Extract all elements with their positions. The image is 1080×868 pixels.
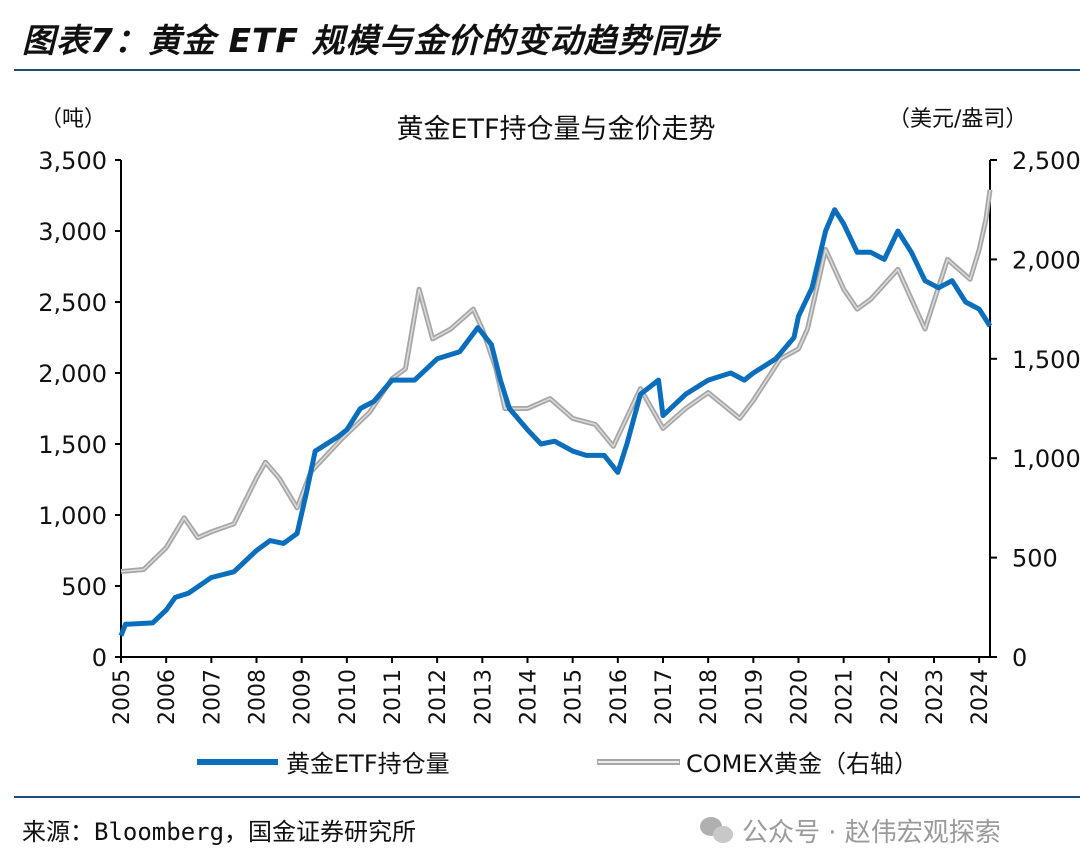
watermark: 公众号 · 赵伟宏观探索 [700, 812, 1001, 849]
y-left-tick-label: 2,500 [38, 289, 107, 317]
x-tick-label: 2006 [155, 669, 180, 725]
legend-label-gold: COMEX黄金（右轴） [686, 750, 918, 778]
y-left-tick-label: 1,000 [38, 502, 107, 530]
gold-price-line [120, 189, 993, 574]
y-right-unit: （美元/盎司） [888, 107, 1027, 132]
legend-label-etf: 黄金ETF持仓量 [286, 750, 450, 778]
chart-title: 黄金ETF持仓量与金价走势 [396, 114, 715, 145]
gold-price-line-inner [120, 189, 991, 573]
watermark-text: 公众号 · 赵伟宏观探索 [742, 818, 1001, 848]
x-tick-label: 2011 [381, 669, 406, 725]
y-right-tick-label: 1,500 [1012, 346, 1080, 374]
x-tick-label: 2018 [697, 669, 722, 725]
x-tick-label: 2024 [968, 669, 993, 725]
etf-holdings-line [118, 207, 993, 637]
x-tick-label: 2022 [878, 669, 903, 725]
x-tick-label: 2023 [923, 669, 948, 725]
y-right-tick-label: 2,000 [1012, 246, 1080, 274]
y-left-tick-label: 1,500 [38, 431, 107, 459]
y-left-tick-label: 0 [92, 644, 107, 672]
y-right-tick-label: 2,500 [1012, 147, 1080, 175]
y-right-tick-label: 0 [1012, 644, 1027, 672]
wechat-icon [700, 816, 734, 845]
x-tick-label: 2013 [471, 669, 496, 725]
x-tick-label: 2010 [336, 669, 361, 725]
footer-divider [14, 796, 1080, 798]
y-left-tick-label: 3,000 [38, 218, 107, 246]
legend: 黄金ETF持仓量 COMEX黄金（右轴） [197, 750, 918, 778]
y-right-tick-label: 1,000 [1012, 445, 1080, 473]
x-tick-label: 2015 [562, 669, 587, 725]
x-tick-label: 2021 [833, 669, 858, 725]
y-left-unit: （吨） [40, 107, 106, 132]
x-tick-label: 2019 [742, 669, 767, 725]
x-tick-label: 2009 [291, 669, 316, 725]
source-note: 来源：Bloomberg，国金证券研究所 [22, 818, 417, 846]
x-tick-label: 2008 [245, 669, 270, 725]
x-tick-label: 2007 [200, 669, 225, 725]
x-tick-label: 2012 [426, 669, 451, 725]
y-left-tick-label: 2,000 [38, 360, 107, 388]
x-tick-label: 2014 [516, 669, 541, 725]
x-tick-label: 2017 [652, 669, 677, 725]
y-right-tick-label: 500 [1012, 545, 1058, 573]
x-tick-label: 2020 [787, 669, 812, 725]
title-divider [14, 69, 1080, 71]
figure-title: 图表7：黄金 ETF 规模与金价的变动趋势同步 [22, 21, 720, 60]
x-tick-label: 2016 [607, 669, 632, 725]
x-tick-label: 2005 [110, 669, 135, 725]
y-left-tick-label: 3,500 [38, 147, 107, 175]
y-left-tick-label: 500 [61, 573, 107, 601]
